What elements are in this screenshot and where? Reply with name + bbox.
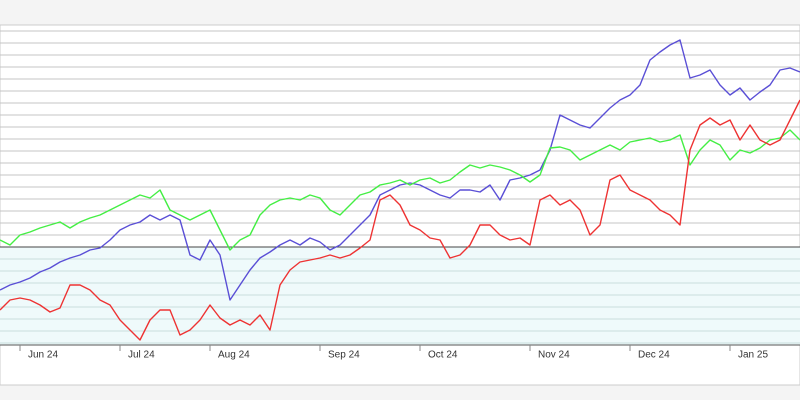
- x-tick-label: Jul 24: [128, 350, 155, 361]
- lower-region: [0, 247, 800, 345]
- x-tick-label: Nov 24: [538, 350, 570, 361]
- x-tick-label: Jun 24: [28, 350, 58, 361]
- series-line: [0, 39, 800, 301]
- series-line: [0, 99, 800, 341]
- series-line: [0, 129, 800, 251]
- x-tick-label: Dec 24: [638, 350, 670, 361]
- x-tick-label: Oct 24: [428, 350, 458, 361]
- x-tick-label: Sep 24: [328, 350, 360, 361]
- x-tick-label: Jan 25: [738, 350, 768, 361]
- x-tick-label: Aug 24: [218, 350, 250, 361]
